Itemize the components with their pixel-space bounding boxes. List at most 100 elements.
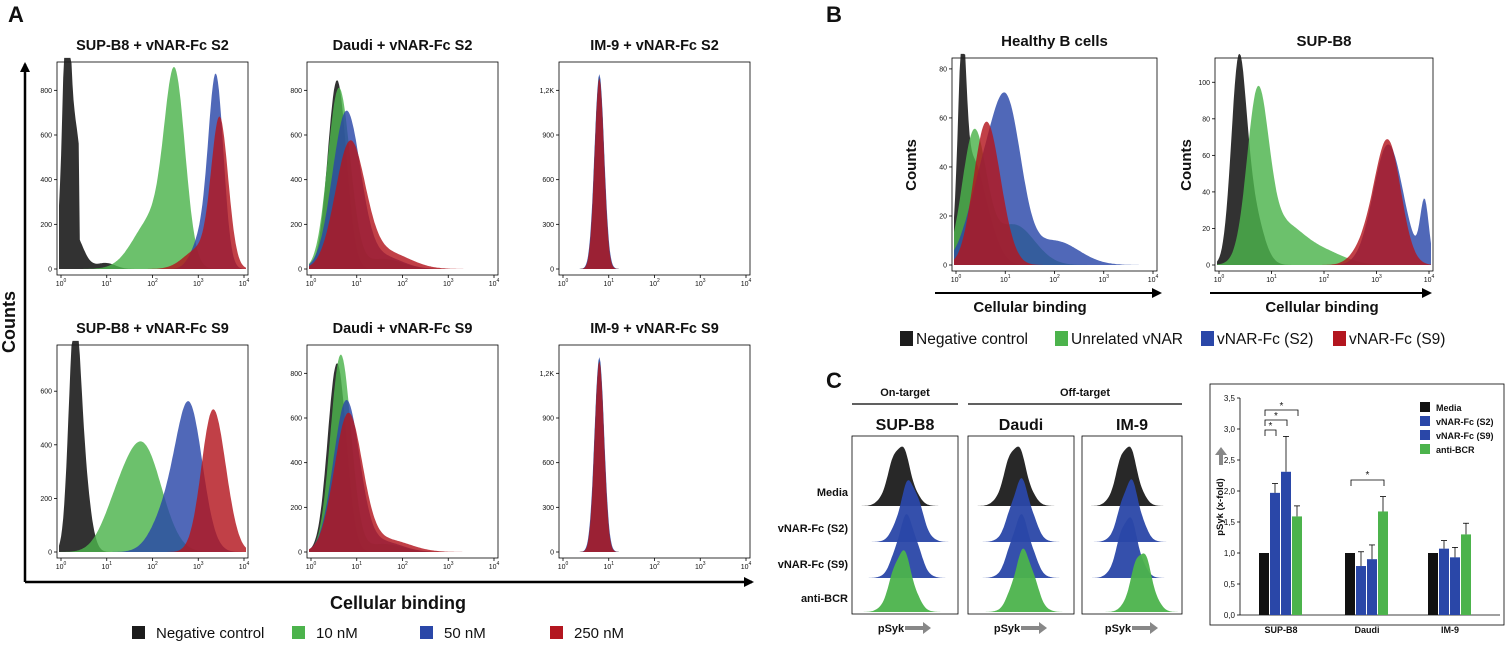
panel-a-plot-4-y-tick-label: 600 xyxy=(290,416,302,423)
flow-x-label-1: pSyk xyxy=(994,623,1021,635)
bar-y-tick-label: 2,5 xyxy=(1224,456,1236,465)
legend-label-0: Negative control xyxy=(156,625,264,642)
panel-a-plot-0-x-tick-label: 103 xyxy=(193,278,204,288)
panel-a-plot-5-y-tick-label: 1,2K xyxy=(540,371,555,378)
panel-a-plot-5-y-tick-label: 300 xyxy=(542,505,554,512)
panel-a-plot-1-histogram-series-3 xyxy=(309,140,496,269)
panel-b-plot-1-y-tick-label: 20 xyxy=(1202,226,1210,233)
panel-a-plot-4-x-tick-label: 104 xyxy=(489,561,500,571)
panel-a-plot-5-x-tick-label: 104 xyxy=(741,561,752,571)
panel-a-plot-5-frame xyxy=(558,344,751,559)
bar-legend-swatch-0 xyxy=(1420,402,1430,412)
panel-b-plot-0-x-tick-label: 104 xyxy=(1148,274,1159,284)
flow-row-label-2: vNAR-Fc (S9) xyxy=(778,559,849,571)
bar-SUP-B8-0 xyxy=(1259,553,1269,615)
panel-a-plot-4-x-tick-label: 100 xyxy=(306,561,317,571)
panel-a-plot-0-histogram-series-3 xyxy=(59,116,246,269)
panel-a-plot-4-y-tick-label: 400 xyxy=(290,460,302,467)
bar-Daudi-2 xyxy=(1367,559,1377,615)
panel-a-plot-3-histogram-series-3 xyxy=(59,409,246,552)
panel-a-plot-5: IM-9 + vNAR-Fc S9 0 300 600 900 1,2K 100 101 102… xyxy=(540,321,752,571)
panel-a-plot-0-y-tick-label: 200 xyxy=(40,222,52,229)
panel-a-plot-0-x-tick-label: 104 xyxy=(239,278,250,288)
panel-a-plot-4-y-tick-label: 200 xyxy=(290,505,302,512)
bar-SUP-B8-1 xyxy=(1270,492,1280,615)
bar-category-label-0: SUP-B8 xyxy=(1264,625,1297,635)
panel-b-plot-0-y-tick-label: 20 xyxy=(939,213,947,220)
panel-a-plot-1-x-tick-label: 101 xyxy=(351,278,362,288)
flow-cell-title-2: IM-9 xyxy=(1116,417,1148,434)
b-legend-label-0: Negative control xyxy=(916,331,1028,348)
panel-c-bar-chart: 0,0 0,5 1,0 1,5 2,0 2,5 3,0 3,5 pSyk (x-fold) SUP… xyxy=(1209,383,1505,635)
bar-y-arrow xyxy=(1215,447,1227,465)
panel-a-legend: Negative control 10 nM 50 nM 250 nM xyxy=(132,625,624,642)
panel-a-plot-4-histogram-series-3 xyxy=(309,412,496,552)
header-on-target: On-target xyxy=(880,387,930,399)
significance-star-2: * xyxy=(1280,401,1284,412)
panel-a-plot-3-x-tick-label: 102 xyxy=(147,561,158,571)
legend-swatch-2 xyxy=(420,626,433,639)
panel-a-plot-0-y-tick-label: 400 xyxy=(40,177,52,184)
bar-SUP-B8-2 xyxy=(1281,471,1291,615)
bar-y-tick-label: 0,0 xyxy=(1224,611,1236,620)
panel-a-plot-0-x-tick-label: 102 xyxy=(147,278,158,288)
legend-label-2: 50 nM xyxy=(444,625,486,642)
bar-IM-9-0 xyxy=(1428,553,1438,615)
panel-a-plot-5-y-tick-label: 600 xyxy=(542,460,554,467)
panel-a-plot-0-y-tick-label: 0 xyxy=(48,267,52,274)
panel-a-plot-3-x-tick-label: 100 xyxy=(56,561,67,571)
header-off-target: Off-target xyxy=(1060,387,1110,399)
flow-cell-title-1: Daudi xyxy=(999,417,1043,434)
bar-legend-label-3: anti-BCR xyxy=(1436,445,1475,455)
panel-a-plot-1-x-tick-label: 100 xyxy=(306,278,317,288)
flow-ridge-2-1 xyxy=(1084,479,1180,542)
panel-a-y-label: Counts xyxy=(0,291,19,353)
flow-ridge-1-2 xyxy=(970,514,1072,578)
panel-b-plot-1-title: SUP-B8 xyxy=(1296,33,1351,50)
bar-y-tick-label: 1,0 xyxy=(1224,549,1236,558)
legend-label-1: 10 nM xyxy=(316,625,358,642)
panel-a-plot-5-y-tick-label: 900 xyxy=(542,416,554,423)
flow-ridge-1-1 xyxy=(970,478,1072,542)
significance-bracket-3 xyxy=(1350,479,1385,486)
bar-Daudi-3 xyxy=(1378,511,1388,615)
panel-a-plot-2-x-tick-label: 104 xyxy=(741,278,752,288)
panel-b-plot-0-x-tick-label: 103 xyxy=(1098,274,1109,284)
flow-ridge-1-0 xyxy=(970,446,1072,506)
panel-a-plot-3-y-tick-label: 400 xyxy=(40,442,52,449)
bar-category-label-1: Daudi xyxy=(1354,625,1379,635)
panel-a-plot-2-title: IM-9 + vNAR-Fc S2 xyxy=(590,38,719,54)
panel-label-c: C xyxy=(826,368,842,393)
bar-legend-label-2: vNAR-Fc (S9) xyxy=(1436,431,1494,441)
panel-a-plot-3-title: SUP-B8 + vNAR-Fc S9 xyxy=(76,321,229,337)
panel-b-plot-1-x-tick-label: 100 xyxy=(1214,274,1225,284)
panel-a-plot-3-histogram-series-0 xyxy=(59,340,246,552)
panel-b-plot-1-y-tick-label: 60 xyxy=(1202,153,1210,160)
significance-bracket-2 xyxy=(1264,409,1299,416)
panel-a-plot-1-y-tick-label: 600 xyxy=(290,133,302,140)
panel-b-plot-0-y-tick-label: 0 xyxy=(943,263,947,270)
panel-label-b: B xyxy=(826,2,842,27)
panel-a-plot-1-title: Daudi + vNAR-Fc S2 xyxy=(333,38,473,54)
panel-a-plot-2-histogram-series-3 xyxy=(561,78,748,269)
panel-label-a: A xyxy=(8,2,24,27)
panel-b-plot-1-x-tick-label: 101 xyxy=(1266,274,1277,284)
bar-legend-swatch-2 xyxy=(1420,430,1430,440)
panel-a-x-label: Cellular binding xyxy=(330,593,466,613)
bar-IM-9-1 xyxy=(1439,548,1449,615)
panel-b-y-label-left: Counts xyxy=(903,139,920,191)
panel-b-plot-1-y-tick-label: 100 xyxy=(1198,80,1210,87)
panel-a-plot-0-x-tick-label: 101 xyxy=(101,278,112,288)
bar-chart-frame xyxy=(1209,383,1505,626)
panel-a-plot-4-title: Daudi + vNAR-Fc S9 xyxy=(333,321,473,337)
flow-row-label-0: Media xyxy=(817,487,849,499)
panel-a-plot-1-x-tick-label: 104 xyxy=(489,278,500,288)
panel-a-plot-3-x-tick-label: 104 xyxy=(239,561,250,571)
significance-bracket-0 xyxy=(1264,429,1277,436)
bar-IM-9-3 xyxy=(1461,534,1471,615)
bar-legend-label-0: Media xyxy=(1436,403,1463,413)
panel-a-plot-5-y-tick-label: 0 xyxy=(550,550,554,557)
panel-a-plot-3-y-tick-label: 0 xyxy=(48,550,52,557)
panel-b-y-label-right: Counts xyxy=(1178,139,1195,191)
panel-a-plot-1-y-tick-label: 200 xyxy=(290,222,302,229)
